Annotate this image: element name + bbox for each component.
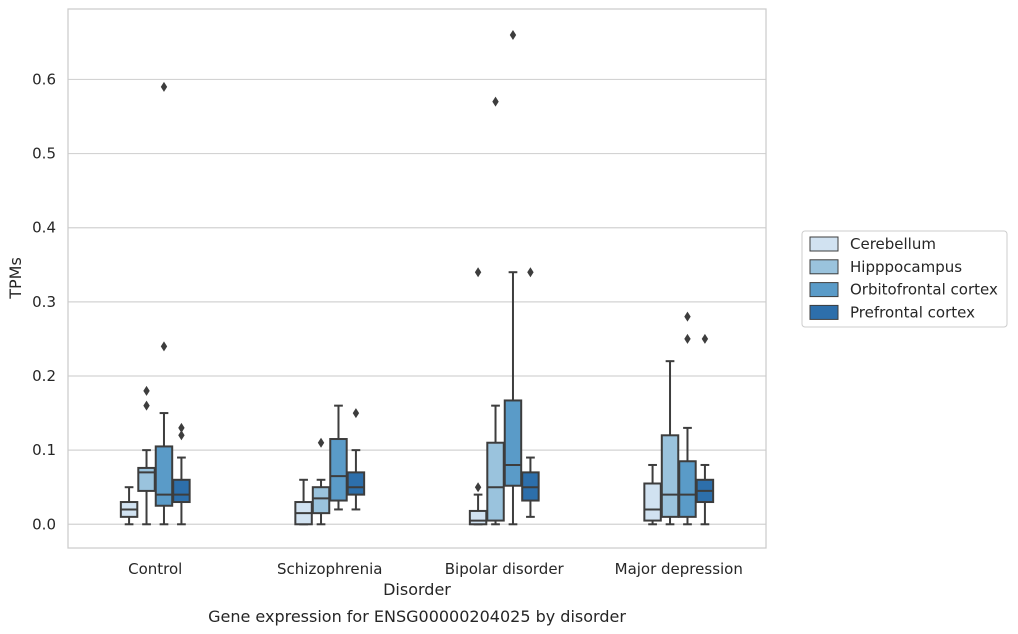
- y-tick-label: 0.5: [32, 145, 56, 163]
- outlier-point: [317, 437, 325, 448]
- legend: Cerebellum Hipppocampus Orbitofrontal cort…: [801, 230, 1008, 328]
- legend-swatch: [809, 236, 839, 252]
- outlier-point: [160, 341, 168, 352]
- legend-swatch: [809, 282, 839, 298]
- x-tick-label: Major depression: [615, 560, 743, 578]
- y-axis-label: TPMs: [6, 257, 25, 300]
- outlier-point: [352, 408, 360, 419]
- box-group: [329, 404, 348, 511]
- box: [154, 445, 174, 507]
- outlier-point: [178, 430, 185, 441]
- box-group: [695, 333, 715, 526]
- box: [660, 434, 680, 518]
- outlier-point: [492, 96, 499, 107]
- figure-caption: Gene expression for ENSG00000204025 by d…: [208, 607, 626, 626]
- legend-label: Orbitofrontal cortex: [850, 281, 998, 299]
- outlier-point: [143, 385, 150, 396]
- box: [643, 482, 662, 522]
- legend-swatch: [809, 304, 839, 320]
- legend-swatch: [809, 259, 839, 275]
- y-tick-label: 0.2: [32, 367, 56, 385]
- box-group: [468, 267, 488, 526]
- box: [311, 486, 331, 515]
- box-group: [678, 311, 697, 526]
- outlier-point: [143, 400, 150, 411]
- outlier-point: [684, 311, 691, 322]
- legend-frame: [801, 230, 1008, 328]
- y-tick-labels: 0.0 0.1 0.2 0.3 0.4 0.5 0.6: [32, 70, 56, 533]
- x-tick-label: Control: [128, 560, 182, 578]
- x-axis-label: Disorder: [383, 580, 451, 599]
- outlier-point: [160, 81, 168, 92]
- box-group: [503, 29, 523, 526]
- box: [468, 509, 488, 526]
- box-group: [172, 422, 191, 526]
- y-tick-label: 0.1: [32, 441, 56, 459]
- x-tick-label: Bipolar disorder: [445, 560, 565, 578]
- box: [137, 466, 156, 492]
- box-group: [154, 81, 174, 526]
- outlier-point: [178, 422, 185, 433]
- outlier-point: [509, 29, 517, 40]
- outlier-point: [701, 333, 709, 344]
- box: [346, 471, 366, 496]
- legend-label: Prefrontal cortex: [850, 303, 975, 321]
- y-tick-label: 0.4: [32, 219, 56, 237]
- legend-label: Hipppocampus: [850, 258, 962, 276]
- x-tick-labels: Control Schizophrenia Bipolar disorder Majo…: [128, 560, 743, 578]
- box-group: [311, 437, 331, 526]
- x-tick-label: Schizophrenia: [277, 560, 382, 578]
- outlier-point: [684, 333, 691, 344]
- box: [503, 399, 523, 487]
- box: [678, 460, 697, 518]
- y-tick-label: 0.0: [32, 515, 56, 533]
- box: [486, 441, 505, 522]
- box: [172, 478, 191, 504]
- y-tick-label: 0.6: [32, 70, 56, 88]
- outlier-point: [474, 267, 482, 278]
- plot-frame: [67, 8, 767, 549]
- box-group: [119, 486, 139, 526]
- box-groups: [119, 29, 715, 526]
- box-group: [521, 267, 540, 518]
- box-group: [137, 385, 156, 526]
- legend-label: Cerebellum: [850, 235, 936, 253]
- outlier-point: [474, 482, 482, 493]
- outlier-point: [527, 267, 534, 278]
- box-group: [346, 408, 366, 511]
- y-tick-label: 0.3: [32, 293, 56, 311]
- box: [329, 438, 348, 502]
